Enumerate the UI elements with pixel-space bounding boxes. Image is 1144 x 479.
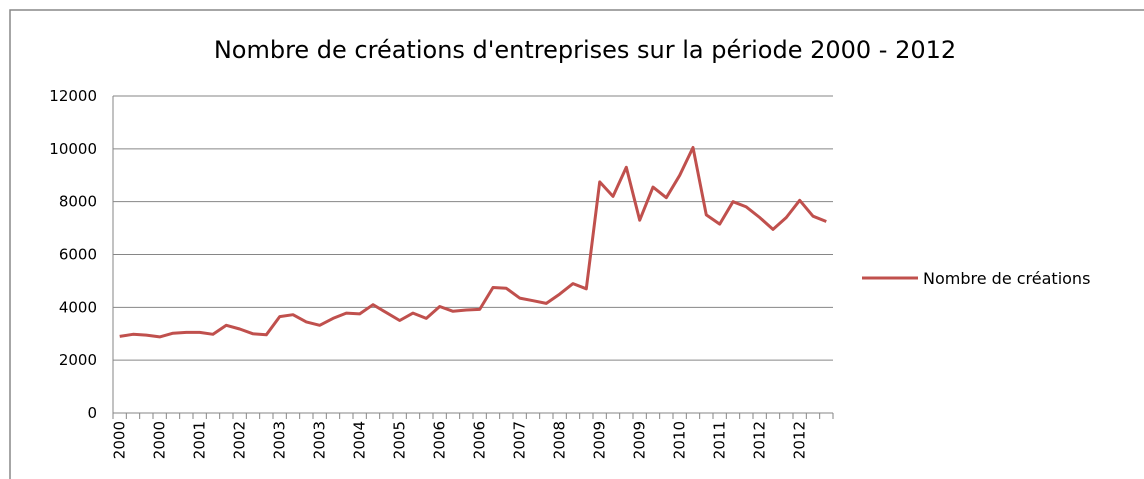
x-tick-label: 2003	[311, 421, 329, 459]
x-tick-label: 2009	[631, 421, 649, 459]
x-tick-label: 2005	[391, 421, 409, 459]
y-tick-label: 8000	[59, 193, 97, 211]
x-tick-label: 2000	[151, 421, 169, 459]
x-tick-label: 2012	[751, 421, 769, 459]
y-tick-label: 0	[87, 404, 97, 422]
x-tick-label: 2009	[591, 421, 609, 459]
chart-title: Nombre de créations d'entreprises sur la…	[214, 36, 956, 64]
x-tick-label: 2008	[551, 421, 569, 459]
x-tick-label: 2010	[671, 421, 689, 459]
chart-border	[9, 9, 1144, 479]
x-tick-label: 2000	[111, 421, 129, 459]
y-tick-label: 12000	[49, 87, 97, 105]
legend-label: Nombre de créations	[923, 269, 1090, 288]
data-line	[119, 146, 827, 339]
y-tick-label: 4000	[59, 298, 97, 316]
x-tick-label: 2011	[711, 421, 729, 459]
x-tick-label: 2006	[471, 421, 489, 459]
x-tick-label: 2002	[231, 421, 249, 459]
x-tick-label: 2001	[191, 421, 209, 459]
y-tick-label: 2000	[59, 351, 97, 369]
y-tick-label: 10000	[49, 140, 97, 158]
x-tick-label: 2006	[431, 421, 449, 459]
x-tick-label: 2003	[271, 421, 289, 459]
x-tick-label: 2007	[511, 421, 529, 459]
y-tick-label: 6000	[59, 246, 97, 264]
x-tick-label: 2012	[791, 421, 809, 459]
x-tick-label: 2004	[351, 421, 369, 459]
